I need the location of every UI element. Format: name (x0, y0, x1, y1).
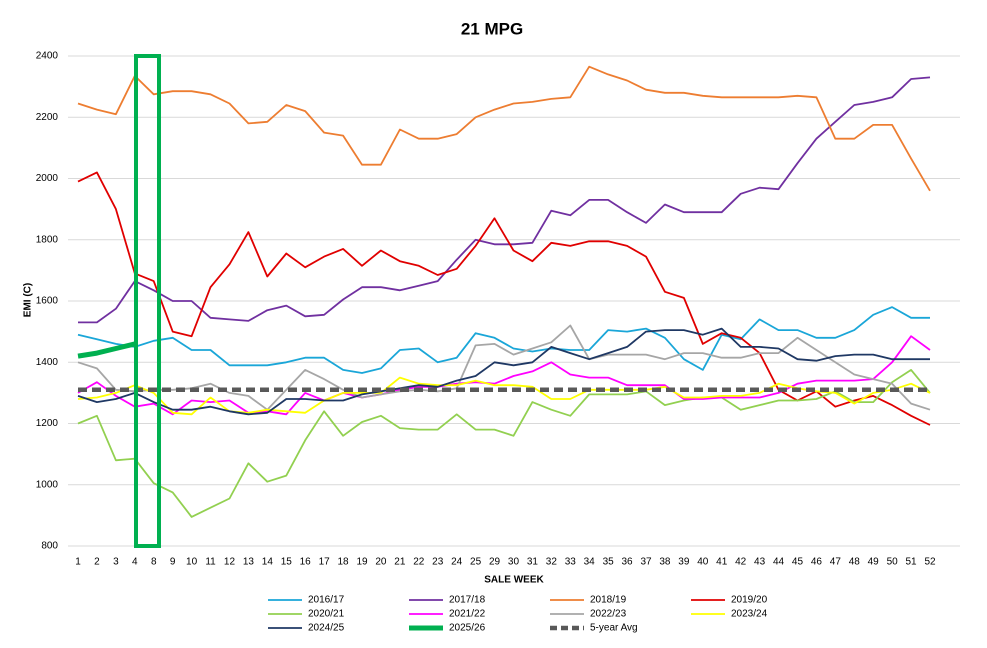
y-axis-label: EMI (C) (23, 283, 34, 317)
x-tick-label: 8 (151, 557, 157, 568)
series-line (77, 171, 931, 426)
legend-label: 2016/17 (308, 595, 345, 606)
series-line (77, 335, 931, 416)
x-tick-label: 4 (132, 557, 138, 568)
series-line (77, 376, 931, 416)
y-tick-label: 1400 (36, 357, 59, 368)
x-tick-label: 15 (281, 557, 293, 568)
x-tick-label: 45 (792, 557, 804, 568)
x-tick-label: 2 (94, 557, 100, 568)
x-tick-label: 21 (394, 557, 406, 568)
y-tick-label: 1600 (36, 296, 59, 307)
chart-title: 21 MPG (461, 19, 523, 38)
series-line (77, 65, 931, 192)
x-tick-label: 32 (546, 557, 558, 568)
series-line (77, 324, 931, 411)
x-axis-label: SALE WEEK (484, 575, 544, 586)
x-tick-label: 30 (508, 557, 520, 568)
x-tick-label: 35 (603, 557, 615, 568)
highlight-box (134, 54, 161, 548)
x-tick-label: 40 (697, 557, 709, 568)
x-tick-label: 13 (243, 557, 255, 568)
x-tick-label: 19 (356, 557, 368, 568)
x-tick-label: 12 (224, 557, 236, 568)
x-tick-label: 16 (300, 557, 312, 568)
x-tick-label: 10 (186, 557, 198, 568)
x-tick-label: 31 (527, 557, 539, 568)
y-tick-label: 800 (41, 541, 58, 552)
x-tick-label: 46 (811, 557, 823, 568)
x-tick-label: 20 (375, 557, 387, 568)
y-tick-label: 2200 (36, 112, 59, 123)
x-tick-label: 51 (906, 557, 918, 568)
x-tick-label: 37 (640, 557, 652, 568)
x-tick-label: 48 (849, 557, 861, 568)
legend-label: 2018/19 (590, 595, 627, 606)
x-tick-label: 22 (413, 557, 425, 568)
x-tick-label: 52 (924, 557, 936, 568)
x-tick-label: 9 (170, 557, 176, 568)
legend-label: 2019/20 (731, 595, 768, 606)
legend-label: 2023/24 (731, 609, 768, 620)
x-tick-label: 24 (451, 557, 463, 568)
series-line (78, 76, 931, 324)
legend-label: 2017/18 (449, 595, 486, 606)
x-tick-label: 17 (319, 557, 331, 568)
legend-label: 2024/25 (308, 623, 345, 634)
series-line (77, 341, 136, 359)
y-tick-label: 1200 (36, 418, 59, 429)
x-tick-label: 38 (659, 557, 671, 568)
series-line (77, 327, 930, 416)
x-tick-label: 14 (262, 557, 274, 568)
y-tick-label: 1800 (36, 234, 59, 245)
x-tick-label: 33 (565, 557, 577, 568)
series-line (77, 306, 930, 374)
series-line (77, 369, 931, 518)
y-tick-label: 2000 (36, 173, 59, 184)
legend-label: 5-year Avg (590, 623, 638, 634)
x-tick-label: 29 (489, 557, 501, 568)
x-tick-label: 47 (830, 557, 842, 568)
y-tick-label: 1000 (36, 479, 59, 490)
x-tick-label: 25 (470, 557, 482, 568)
legend-label: 2020/21 (308, 609, 345, 620)
x-tick-label: 3 (113, 557, 119, 568)
legend: 2016/17 2017/18 2018/19 2019/20 2020/21 2021/… (268, 595, 768, 634)
x-tick-label: 36 (622, 557, 634, 568)
legend-label: 2025/26 (449, 623, 486, 634)
legend-label: 2021/22 (449, 609, 486, 620)
x-tick-label: 43 (754, 557, 766, 568)
x-tick-label: 18 (338, 557, 350, 568)
x-tick-label: 39 (678, 557, 690, 568)
x-tick-label: 1 (75, 557, 81, 568)
x-tick-label: 34 (584, 557, 596, 568)
x-tick-label: 49 (868, 557, 880, 568)
legend-label: 2022/23 (590, 609, 627, 620)
x-tick-label: 50 (887, 557, 899, 568)
x-tick-label: 23 (432, 557, 444, 568)
x-tick-label: 11 (205, 557, 216, 568)
y-tick-label: 2400 (36, 51, 59, 62)
x-tick-label: 44 (773, 557, 785, 568)
x-tick-label: 41 (716, 557, 728, 568)
x-tick-label: 42 (735, 557, 747, 568)
